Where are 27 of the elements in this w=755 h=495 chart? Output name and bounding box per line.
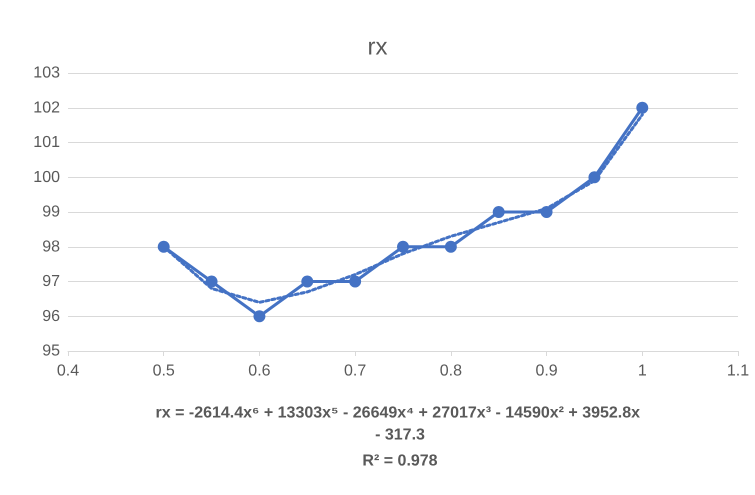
point <box>253 310 266 322</box>
y-tick-label: 100 <box>33 168 60 186</box>
y-tick-label: 103 <box>33 64 60 82</box>
y-tick-label: 102 <box>33 99 60 116</box>
point <box>301 276 314 288</box>
y-tick-label: 96 <box>42 308 60 325</box>
point <box>397 240 409 253</box>
y-tick-label: 99 <box>42 204 60 220</box>
point <box>636 102 648 114</box>
point <box>444 240 457 253</box>
y-tick-label: 98 <box>42 238 60 256</box>
y-tick-label: 101 <box>33 134 60 151</box>
x-tick-label: 0.5 <box>152 362 175 380</box>
point <box>492 206 505 218</box>
point <box>349 276 362 288</box>
chart-title: rx <box>368 34 388 60</box>
x-tick-label: 1.1 <box>726 362 750 380</box>
x-tick-label: 1 <box>638 362 647 380</box>
y-tick-label: 97 <box>42 273 60 290</box>
x-tick-label: 0.7 <box>344 362 366 380</box>
text: rx = -2614.4x⁶ + 13303x⁵ - 26649x⁴ + 27017x³ - 14590x² + 3952.8x - 317.3 <box>156 404 644 444</box>
x-tick-label: 0.9 <box>535 362 558 380</box>
x-tick-label: 0.8 <box>440 362 462 380</box>
text: R² = 0.978 <box>362 452 438 470</box>
x-tick-label: 0.4 <box>56 362 80 380</box>
x-tick-label: 0.6 <box>248 362 271 380</box>
y-tick-label: 95 <box>42 342 60 360</box>
